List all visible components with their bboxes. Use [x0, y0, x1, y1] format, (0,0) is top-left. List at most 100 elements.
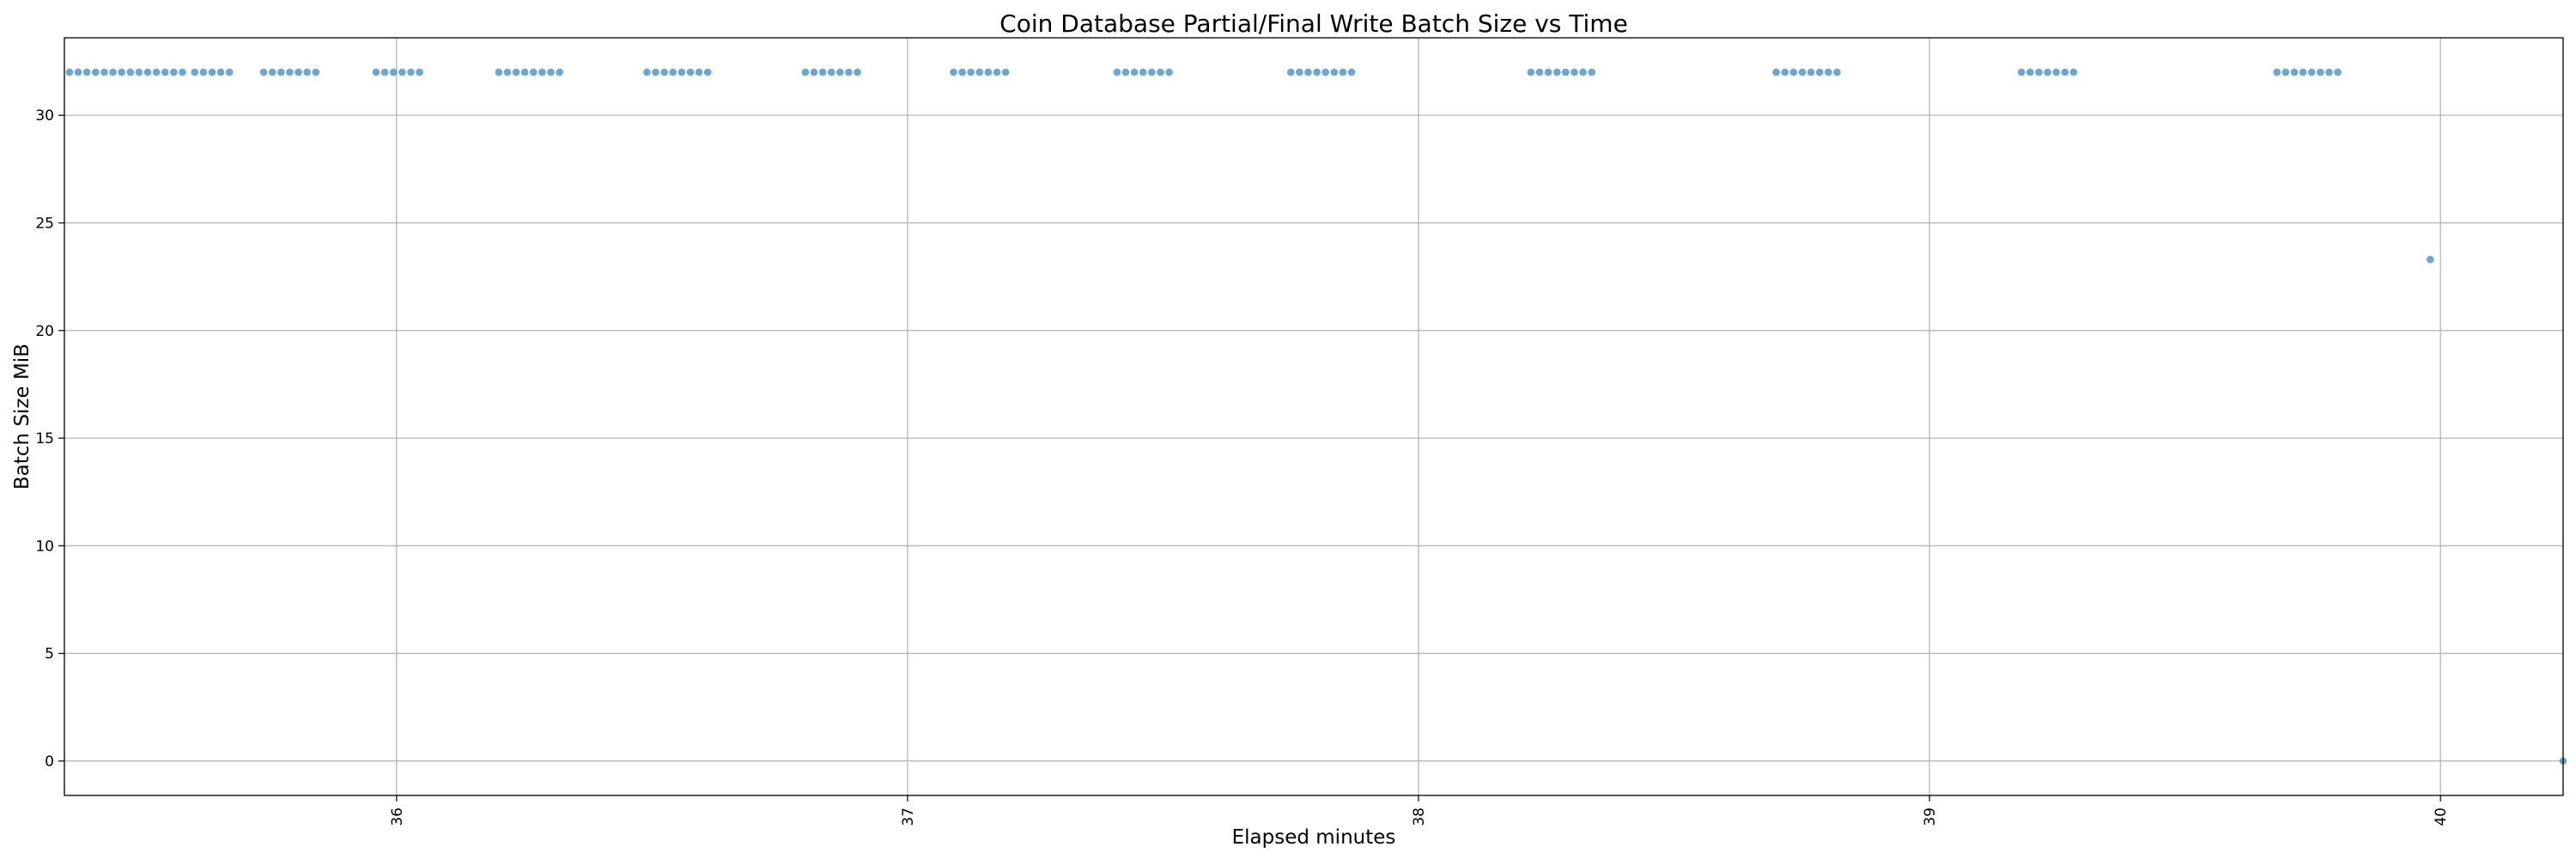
- data-point: [967, 68, 975, 76]
- data-point: [126, 68, 135, 76]
- data-point: [1833, 68, 1841, 76]
- data-point: [303, 68, 311, 76]
- data-point: [225, 68, 234, 76]
- data-point: [2273, 68, 2281, 76]
- y-tick-label: 10: [35, 538, 54, 555]
- data-point: [268, 68, 276, 76]
- plot-frame: [64, 37, 2564, 796]
- data-point: [1339, 68, 1347, 76]
- y-tick-label: 30: [35, 107, 54, 125]
- chart-title: Coin Database Partial/Final Write Batch …: [999, 9, 1628, 38]
- y-tick-label: 0: [45, 753, 54, 771]
- data-point: [199, 68, 208, 76]
- data-point: [259, 68, 268, 76]
- data-point: [286, 68, 294, 76]
- data-point: [845, 68, 853, 76]
- data-point: [520, 68, 529, 76]
- x-tick-label: 37: [900, 807, 917, 826]
- data-point: [1304, 68, 1312, 76]
- data-point: [1313, 68, 1321, 76]
- data-point: [216, 68, 225, 76]
- data-point: [1165, 68, 1173, 76]
- data-point: [191, 68, 199, 76]
- data-point: [1001, 68, 1010, 76]
- data-point: [389, 68, 398, 76]
- data-point: [660, 68, 668, 76]
- data-point: [109, 68, 117, 76]
- data-point: [1544, 68, 1552, 76]
- data-point: [118, 68, 125, 76]
- data-point: [1157, 68, 1164, 76]
- data-point: [2052, 68, 2060, 76]
- data-point: [1789, 68, 1798, 76]
- x-tick-label: 39: [1922, 807, 1939, 826]
- axis-ticks: 36 37 38 39 40 0 5 10 15 20 25 30: [35, 107, 2450, 825]
- data-point: [1815, 68, 1824, 76]
- data-point: [161, 68, 169, 76]
- data-point: [2061, 68, 2069, 76]
- data-point: [2035, 68, 2043, 76]
- data-point: [529, 68, 538, 76]
- data-point: [1139, 68, 1147, 76]
- data-point: [1321, 68, 1329, 76]
- data-point: [975, 68, 984, 76]
- data-point: [1121, 68, 1130, 76]
- data-point: [1527, 68, 1535, 76]
- data-point: [1824, 68, 1832, 76]
- data-point: [512, 68, 520, 76]
- data-point: [810, 68, 818, 76]
- data-point: [677, 68, 686, 76]
- data-point: [1130, 68, 1139, 76]
- grid-lines: [64, 38, 2563, 795]
- data-point: [703, 68, 712, 76]
- data-point: [652, 68, 659, 76]
- x-axis-label: Elapsed minutes: [1232, 826, 1396, 849]
- data-point: [295, 68, 302, 76]
- data-point: [1588, 68, 1596, 76]
- data-point: [2426, 255, 2434, 264]
- data-point: [2334, 68, 2342, 76]
- data-point: [1562, 68, 1570, 76]
- x-tick-label: 38: [1411, 807, 1428, 826]
- data-point: [2325, 68, 2333, 76]
- data-point: [2026, 68, 2034, 76]
- x-tick-label: 40: [2433, 807, 2450, 826]
- data-point: [854, 68, 861, 76]
- data-point: [984, 68, 993, 76]
- data-point: [407, 68, 415, 76]
- data-point: [503, 68, 512, 76]
- data-point: [686, 68, 695, 76]
- data-point: [827, 68, 835, 76]
- data-point: [398, 68, 406, 76]
- data-point: [1781, 68, 1789, 76]
- data-point: [2281, 68, 2290, 76]
- data-point: [538, 68, 546, 76]
- x-tick-label: 36: [389, 807, 406, 826]
- data-point: [993, 68, 1001, 76]
- data-point: [170, 68, 178, 76]
- data-point: [152, 68, 161, 76]
- data-point: [416, 68, 423, 76]
- data-point: [1535, 68, 1544, 76]
- data-point: [1571, 68, 1578, 76]
- data-point: [2017, 68, 2026, 76]
- data-point: [1330, 68, 1339, 76]
- data-point: [1579, 68, 1587, 76]
- data-point: [82, 68, 91, 76]
- data-point: [135, 68, 143, 76]
- data-point: [312, 68, 320, 76]
- y-tick-label: 5: [45, 646, 54, 663]
- data-point: [1113, 68, 1121, 76]
- data-point: [547, 68, 555, 76]
- data-point: [1296, 68, 1303, 76]
- data-point: [958, 68, 966, 76]
- y-axis-label: Batch Size MiB: [11, 344, 33, 490]
- data-point: [695, 68, 703, 76]
- data-point: [2307, 68, 2316, 76]
- data-point: [2069, 68, 2078, 76]
- data-point: [380, 68, 389, 76]
- data-point: [495, 68, 503, 76]
- data-point: [277, 68, 285, 76]
- data-point: [643, 68, 651, 76]
- data-point: [1347, 68, 1356, 76]
